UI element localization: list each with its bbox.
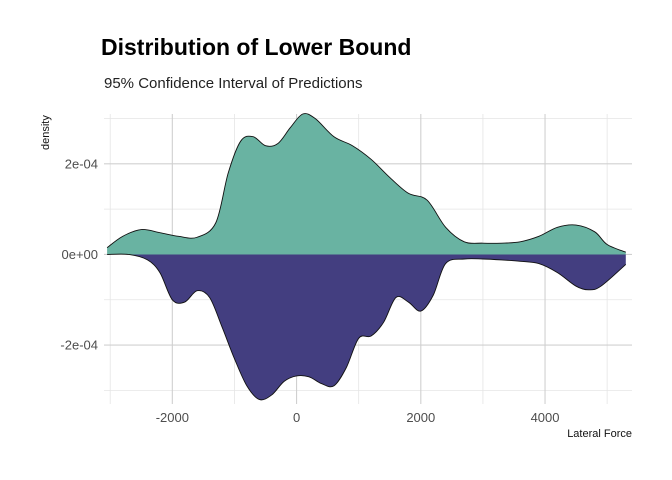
x-tick-label: 4000	[531, 410, 560, 425]
chart-title: Distribution of Lower Bound	[101, 34, 412, 60]
y-tick-label: -2e-04	[60, 338, 98, 353]
x-tick-label: 0	[293, 410, 300, 425]
x-tick-label: 2000	[406, 410, 435, 425]
density-area-lower	[107, 254, 626, 400]
density-area-upper	[107, 113, 626, 255]
chart-subtitle: 95% Confidence Interval of Predictions	[104, 75, 363, 92]
x-tick-label: -2000	[156, 410, 189, 425]
density-outline-lower	[107, 253, 627, 401]
y-tick-label: 2e-04	[65, 156, 98, 171]
density-outline-upper	[106, 113, 626, 253]
y-tick-label: 0e+00	[61, 247, 98, 262]
x-axis-label: Lateral Force	[567, 428, 632, 440]
